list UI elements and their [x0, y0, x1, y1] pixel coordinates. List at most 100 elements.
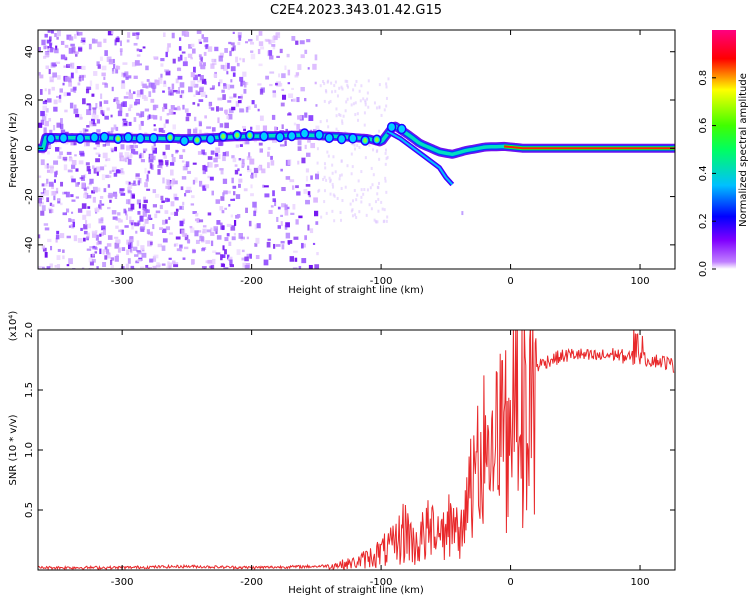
spectrogram-noise-cell — [280, 168, 283, 172]
spectrogram-noise-cell — [184, 108, 189, 113]
spectrogram-noise-cell — [166, 266, 171, 269]
spectrogram-noise-cell — [190, 227, 195, 233]
spectrogram-noise-cell — [335, 114, 338, 118]
spectrogram-noise-cell — [49, 47, 54, 53]
spectrogram-noise-cell — [280, 240, 285, 244]
spectrogram-noise-cell — [382, 220, 385, 224]
spectrogram-noise-cell — [306, 152, 311, 157]
spectrogram-noise-cell — [130, 250, 133, 254]
spectrogram-noise-cell — [107, 184, 111, 188]
spectrogram-noise-cell — [152, 104, 157, 111]
spectrogram-noise-cell — [383, 108, 386, 112]
spectrogram-noise-cell — [91, 113, 96, 118]
spectrogram-noise-cell — [234, 164, 238, 167]
spectrogram-noise-cell — [44, 33, 48, 38]
spectrogram-noise-cell — [280, 221, 283, 227]
spectrogram-noise-cell — [294, 74, 299, 78]
spectrogram-noise-cell — [213, 151, 217, 155]
spectrogram-noise-cell — [385, 96, 388, 100]
spectrogram-noise-cell — [293, 250, 298, 253]
spectrogram-noise-cell — [168, 262, 173, 269]
spectrogram-noise-cell — [267, 162, 270, 169]
spectrogram-noise-cell — [121, 72, 124, 77]
spectrogram-noise-cell — [175, 236, 181, 240]
spectrogram-noise-cell — [77, 238, 83, 243]
spectrogram-noise-cell — [88, 43, 92, 50]
spectrogram-noise-cell — [197, 103, 200, 107]
spectrogram-noise-cell — [241, 163, 245, 167]
spectrogram-noise-cell — [48, 117, 52, 122]
spectrogram-noise-cell — [384, 176, 387, 180]
spectrogram-noise-cell — [299, 40, 305, 45]
spectrogram-noise-cell — [272, 92, 277, 98]
spectrogram-noise-cell — [181, 30, 186, 36]
spectrogram-noise-cell — [92, 122, 97, 127]
spectrogram-noise-cell — [285, 176, 291, 180]
spectrogram-noise-cell — [95, 166, 101, 173]
spectrogram-noise-cell — [335, 127, 338, 131]
spectrogram-noise-cell — [56, 122, 61, 128]
spectrogram-noise-cell — [139, 49, 143, 52]
spectrogram-noise-cell — [340, 218, 343, 222]
spectrogram-noise-cell — [301, 243, 306, 248]
spectrogram-noise-cell — [230, 42, 235, 46]
spectrogram-noise-cell — [257, 108, 260, 112]
spectrogram-noise-cell — [38, 197, 42, 204]
spectrogram-noise-cell — [84, 129, 89, 132]
spectrogram-noise-cell — [94, 251, 98, 254]
ridge-blob-core — [235, 132, 240, 138]
spectrogram-noise-cell — [128, 121, 132, 126]
spectrogram-noise-cell — [86, 125, 90, 128]
spectrogram-noise-cell — [93, 167, 97, 174]
spectrogram-noise-cell — [38, 234, 41, 239]
ridge-blob — [46, 133, 56, 144]
ridge-blob-core — [116, 136, 121, 142]
y-tick-label: 2.0 — [24, 322, 35, 338]
spectrogram-noise-cell — [140, 159, 145, 163]
spectrogram-noise-cell — [221, 210, 225, 214]
spectrogram-noise-cell — [106, 107, 110, 111]
spectrogram-noise-cell — [91, 38, 96, 44]
spectrogram-noise-cell — [121, 80, 125, 84]
spectrogram-noise-cell — [213, 157, 218, 163]
spectrogram-noise-cell — [210, 232, 215, 236]
spectrogram-noise-cell — [351, 199, 354, 203]
spectrogram-noise-cell — [364, 101, 367, 105]
spectrogram-noise-cell — [97, 187, 101, 192]
spectrogram-noise-cell — [165, 197, 169, 203]
snr-series-line — [38, 330, 675, 570]
spectrogram-noise-cell — [110, 127, 114, 133]
spectrogram-noise-cell — [358, 145, 361, 149]
spectrogram-noise-cell — [50, 30, 54, 34]
spectrogram-noise-cell — [150, 231, 153, 236]
spectrogram-noise-cell — [152, 147, 158, 154]
spectrogram-noise-cell — [273, 243, 276, 249]
spectrogram-noise-cell — [353, 143, 356, 147]
spectrogram-noise-cell — [273, 35, 278, 41]
spectrogram-noise-cell — [385, 104, 388, 108]
spectrogram-noise-cell — [191, 195, 195, 199]
spectrogram-noise-cell — [40, 210, 45, 216]
ridge-branch-core — [387, 130, 454, 186]
spectrogram-noise-cell — [304, 49, 308, 54]
spectrogram-noise-cell — [86, 186, 90, 190]
spectrogram-noise-cell — [227, 268, 232, 269]
spectrogram-noise-cell — [107, 235, 113, 240]
spectrogram-noise-cell — [87, 206, 91, 209]
spectrogram-noise-cell — [86, 166, 91, 172]
spectrogram-noise-cell — [238, 183, 241, 188]
spectrogram-noise-cell — [68, 157, 73, 162]
spectrogram-noise-cell — [179, 244, 183, 249]
spectrogram-noise-cell — [171, 32, 175, 39]
spectrogram-noise-cell — [185, 161, 190, 168]
spectrogram-noise-cell — [189, 225, 193, 229]
spectrogram-noise-cell — [373, 218, 376, 222]
spectrogram-noise-cell — [354, 113, 357, 117]
spectrogram-noise-cell — [297, 64, 302, 70]
spectrogram-noise-cell — [128, 207, 133, 212]
spectrogram-noise-cell — [41, 39, 46, 46]
spectrogram-noise-cell — [112, 58, 115, 63]
spectrogram-noise-cell — [141, 95, 147, 99]
spectrogram-noise-cell — [174, 107, 178, 111]
spectrogram-noise-cell — [113, 172, 118, 177]
